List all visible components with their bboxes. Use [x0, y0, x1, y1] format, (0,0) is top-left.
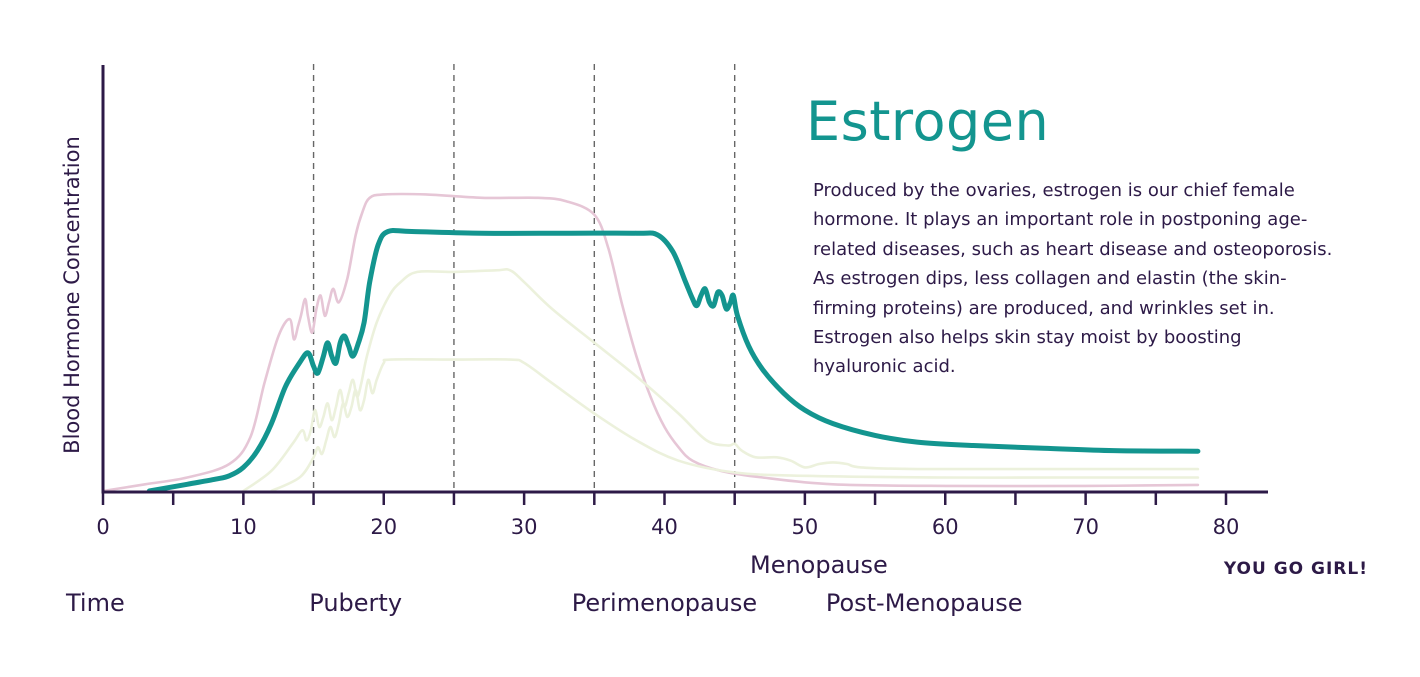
chart-title: Estrogen [806, 90, 1050, 153]
chart-axes [101, 65, 1268, 494]
x-tick-label: 40 [651, 515, 678, 539]
x-axis-ticks: 0 10 20 30 40 50 60 70 80 [96, 492, 1239, 539]
background-hormone-line [242, 268, 1200, 493]
estrogen-line [146, 227, 1201, 494]
chart-series-group [101, 192, 1201, 494]
background-hormone-line [270, 358, 1200, 493]
stage-label: Post-Menopause [826, 589, 1023, 617]
x-tick-label: 70 [1072, 515, 1099, 539]
slogan-label: YOU GO GIRL! [1223, 559, 1368, 579]
x-tick-label: 80 [1213, 515, 1240, 539]
x-tick-label: 50 [792, 515, 819, 539]
stage-boundary-lines [312, 64, 736, 490]
x-tick-label: 0 [96, 515, 109, 539]
x-axis-label: Time [65, 589, 125, 617]
stage-label: Puberty [309, 589, 402, 617]
x-tick-label: 20 [370, 515, 397, 539]
y-axis-label: Blood Hormone Concentration [60, 136, 84, 454]
stage-label: Perimenopause [572, 589, 757, 617]
x-tick-label: 10 [230, 515, 257, 539]
x-tick-label: 60 [932, 515, 959, 539]
x-tick-label: 30 [511, 515, 538, 539]
stage-labels: Puberty Perimenopause Menopause Post-Menopa… [309, 551, 1022, 617]
stage-label: Menopause [750, 551, 888, 579]
background-hormone-line [101, 192, 1200, 493]
chart-description: Produced by the ovaries, estrogen is our… [813, 180, 1333, 378]
